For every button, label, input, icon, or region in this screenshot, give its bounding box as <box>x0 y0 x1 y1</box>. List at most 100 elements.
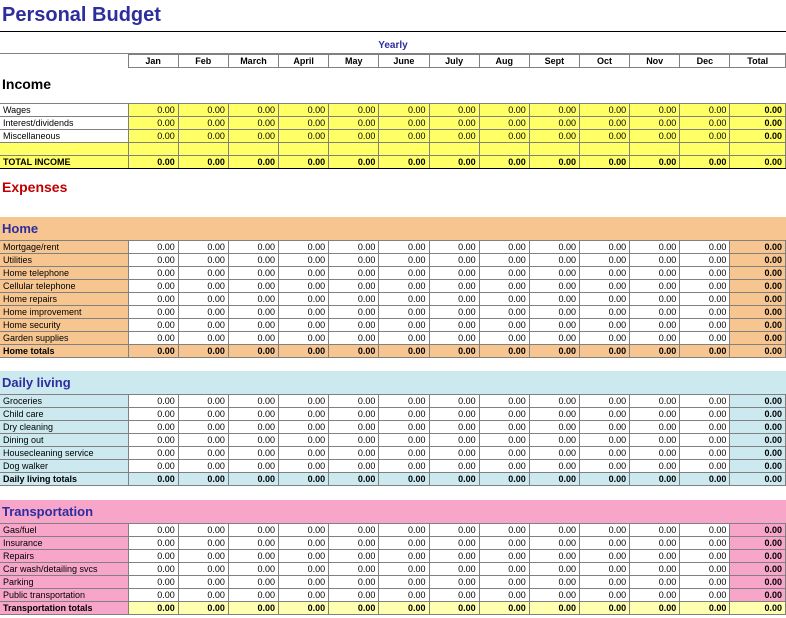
cell[interactable]: 0.00 <box>228 240 278 253</box>
cell[interactable]: 0.00 <box>579 395 629 408</box>
cell[interactable]: 0.00 <box>579 331 629 344</box>
cell[interactable]: 0.00 <box>579 434 629 447</box>
cell[interactable]: 0.00 <box>128 318 178 331</box>
cell[interactable]: 0.00 <box>479 240 529 253</box>
cell[interactable]: 0.00 <box>429 434 479 447</box>
cell[interactable]: 0.00 <box>579 253 629 266</box>
cell[interactable]: 0.00 <box>529 549 579 562</box>
cell[interactable]: 0.00 <box>379 536 429 549</box>
cell[interactable]: 0.00 <box>630 434 680 447</box>
cell[interactable]: 0.00 <box>479 421 529 434</box>
cell[interactable]: 0.00 <box>379 240 429 253</box>
cell[interactable]: 0.00 <box>579 421 629 434</box>
cell[interactable]: 0.00 <box>279 240 329 253</box>
cell[interactable]: 0.00 <box>529 447 579 460</box>
cell[interactable]: 0.00 <box>178 447 228 460</box>
cell[interactable]: 0.00 <box>680 331 730 344</box>
cell[interactable]: 0.00 <box>178 421 228 434</box>
cell[interactable]: 0.00 <box>178 395 228 408</box>
cell[interactable]: 0.00 <box>479 305 529 318</box>
cell[interactable]: 0.00 <box>279 523 329 536</box>
cell[interactable]: 0.00 <box>178 279 228 292</box>
cell[interactable]: 0.00 <box>479 434 529 447</box>
cell[interactable]: 0.00 <box>329 549 379 562</box>
cell[interactable]: 0.00 <box>529 536 579 549</box>
cell[interactable]: 0.00 <box>329 575 379 588</box>
cell[interactable]: 0.00 <box>228 266 278 279</box>
cell[interactable]: 0.00 <box>680 408 730 421</box>
cell[interactable]: 0.00 <box>279 575 329 588</box>
cell[interactable]: 0.00 <box>680 279 730 292</box>
cell[interactable]: 0.00 <box>128 130 178 143</box>
cell[interactable]: 0.00 <box>630 536 680 549</box>
cell[interactable]: 0.00 <box>429 575 479 588</box>
cell[interactable]: 0.00 <box>579 549 629 562</box>
cell[interactable]: 0.00 <box>479 536 529 549</box>
cell[interactable]: 0.00 <box>630 562 680 575</box>
cell[interactable]: 0.00 <box>379 253 429 266</box>
cell[interactable]: 0.00 <box>178 460 228 473</box>
cell[interactable]: 0.00 <box>379 523 429 536</box>
cell[interactable]: 0.00 <box>279 408 329 421</box>
cell[interactable]: 0.00 <box>630 575 680 588</box>
cell[interactable]: 0.00 <box>429 240 479 253</box>
cell[interactable]: 0.00 <box>429 523 479 536</box>
cell[interactable]: 0.00 <box>128 117 178 130</box>
cell[interactable]: 0.00 <box>479 562 529 575</box>
cell[interactable]: 0.00 <box>529 408 579 421</box>
cell[interactable]: 0.00 <box>529 318 579 331</box>
cell[interactable]: 0.00 <box>228 130 278 143</box>
cell[interactable]: 0.00 <box>529 292 579 305</box>
cell[interactable]: 0.00 <box>379 562 429 575</box>
cell[interactable]: 0.00 <box>379 460 429 473</box>
cell[interactable]: 0.00 <box>479 117 529 130</box>
cell[interactable]: 0.00 <box>579 305 629 318</box>
cell[interactable]: 0.00 <box>128 104 178 117</box>
cell[interactable]: 0.00 <box>329 279 379 292</box>
cell[interactable]: 0.00 <box>279 460 329 473</box>
cell[interactable]: 0.00 <box>228 460 278 473</box>
cell[interactable]: 0.00 <box>479 292 529 305</box>
cell[interactable]: 0.00 <box>479 331 529 344</box>
cell[interactable]: 0.00 <box>279 562 329 575</box>
cell[interactable]: 0.00 <box>630 395 680 408</box>
cell[interactable]: 0.00 <box>279 549 329 562</box>
cell[interactable]: 0.00 <box>379 395 429 408</box>
cell[interactable]: 0.00 <box>680 523 730 536</box>
cell[interactable]: 0.00 <box>228 549 278 562</box>
cell[interactable]: 0.00 <box>379 292 429 305</box>
cell[interactable]: 0.00 <box>529 279 579 292</box>
cell[interactable]: 0.00 <box>529 588 579 601</box>
cell[interactable]: 0.00 <box>529 240 579 253</box>
cell[interactable]: 0.00 <box>479 395 529 408</box>
cell[interactable]: 0.00 <box>329 331 379 344</box>
cell[interactable]: 0.00 <box>579 240 629 253</box>
cell[interactable]: 0.00 <box>680 305 730 318</box>
cell[interactable]: 0.00 <box>579 292 629 305</box>
cell[interactable]: 0.00 <box>479 104 529 117</box>
cell[interactable]: 0.00 <box>379 421 429 434</box>
cell[interactable]: 0.00 <box>429 104 479 117</box>
cell[interactable]: 0.00 <box>178 523 228 536</box>
cell[interactable]: 0.00 <box>128 536 178 549</box>
cell[interactable]: 0.00 <box>429 318 479 331</box>
cell[interactable]: 0.00 <box>279 588 329 601</box>
cell[interactable]: 0.00 <box>128 421 178 434</box>
cell[interactable]: 0.00 <box>479 460 529 473</box>
cell[interactable]: 0.00 <box>178 536 228 549</box>
cell[interactable]: 0.00 <box>329 253 379 266</box>
cell[interactable]: 0.00 <box>680 240 730 253</box>
cell[interactable]: 0.00 <box>429 266 479 279</box>
cell[interactable]: 0.00 <box>529 331 579 344</box>
cell[interactable]: 0.00 <box>529 575 579 588</box>
cell[interactable]: 0.00 <box>379 117 429 130</box>
cell[interactable]: 0.00 <box>630 408 680 421</box>
cell[interactable]: 0.00 <box>228 575 278 588</box>
cell[interactable]: 0.00 <box>680 575 730 588</box>
cell[interactable]: 0.00 <box>529 117 579 130</box>
cell[interactable]: 0.00 <box>479 266 529 279</box>
cell[interactable]: 0.00 <box>630 266 680 279</box>
cell[interactable]: 0.00 <box>429 305 479 318</box>
cell[interactable]: 0.00 <box>479 588 529 601</box>
cell[interactable]: 0.00 <box>279 117 329 130</box>
